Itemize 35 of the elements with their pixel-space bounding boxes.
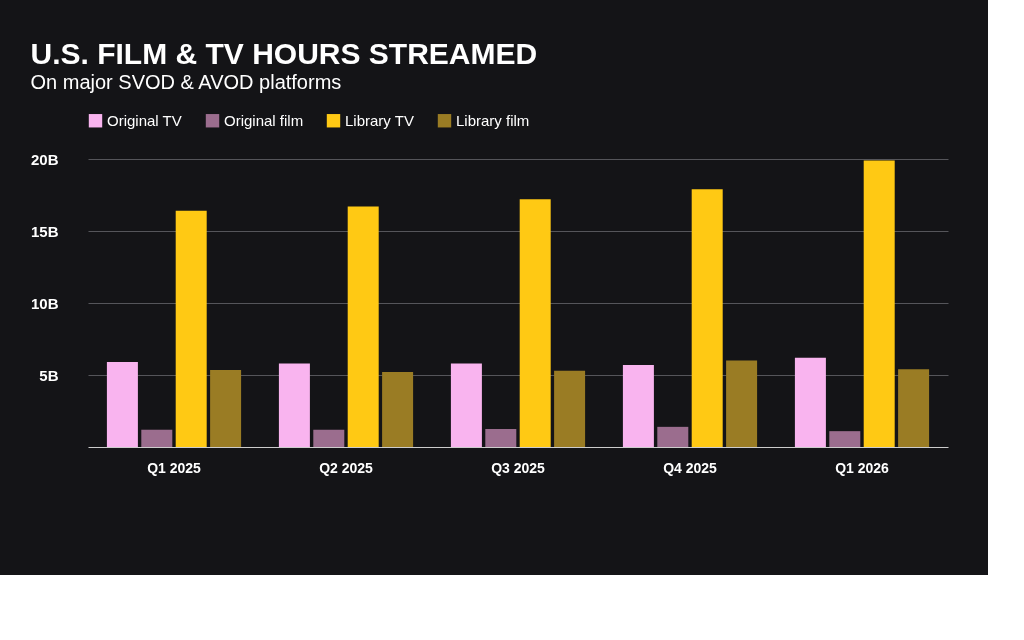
bar: [347, 206, 379, 447]
bar: [794, 357, 826, 447]
bar: [863, 160, 895, 447]
bar: [657, 426, 689, 447]
x-tick-label: Q1 2026: [835, 459, 890, 476]
bar: [210, 369, 242, 447]
legend-label: Original film: [224, 111, 304, 129]
y-tick-label: 10B: [30, 294, 59, 312]
bar: [485, 429, 517, 447]
bar: [898, 369, 930, 447]
bar: [382, 372, 414, 447]
x-tick-label: Q3 2025: [491, 459, 546, 476]
y-tick-label: 15B: [30, 222, 59, 240]
y-tick-label: 20B: [30, 150, 59, 168]
bar: [106, 362, 138, 447]
y-tick-label: 5B: [39, 366, 59, 384]
bar: [175, 210, 207, 447]
x-tick-label: Q4 2025: [663, 459, 718, 476]
bar: [278, 363, 310, 447]
bar: [622, 364, 654, 447]
bar: [450, 363, 482, 447]
bar: [519, 199, 551, 447]
bar: [141, 429, 173, 447]
bar: [726, 360, 758, 447]
bar: [829, 431, 861, 447]
legend-label: Library TV: [345, 111, 414, 129]
legend-label: Library film: [456, 111, 530, 129]
bar: [691, 189, 723, 447]
legend-label: Original TV: [107, 111, 182, 129]
x-tick-label: Q2 2025: [319, 459, 374, 476]
bar: [313, 429, 345, 447]
chart-title: U.S. FILM & TV HOURS STREAMED: [30, 37, 538, 70]
x-tick-label: Q1 2025: [147, 459, 202, 476]
bar: [554, 370, 586, 447]
chart-subtitle: On major SVOD & AVOD platforms: [30, 71, 342, 93]
